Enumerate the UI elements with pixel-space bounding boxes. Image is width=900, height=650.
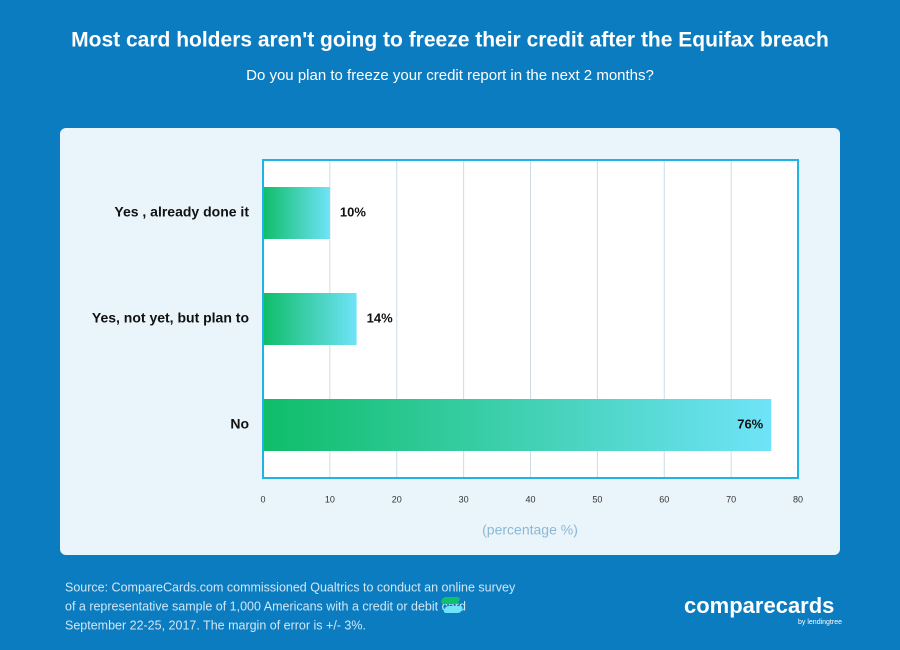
logo-by: by lendingtree	[798, 619, 842, 626]
source-line: Source: CompareCards.com commissioned Qu…	[65, 580, 516, 594]
x-tick-label: 80	[793, 494, 803, 504]
y-tick-label: Yes , already done it	[114, 204, 249, 220]
value-label: 76%	[737, 416, 763, 431]
source-line: September 22-25, 2017. The margin of err…	[65, 618, 366, 632]
logo-shape	[441, 597, 460, 604]
plot-border	[262, 159, 799, 479]
x-tick-label: 60	[659, 494, 669, 504]
x-tick-label: 40	[525, 494, 535, 504]
logo-text: comparecards	[684, 593, 834, 618]
bar	[263, 187, 330, 239]
chart-title: Most card holders aren't going to freeze…	[71, 29, 829, 52]
bar	[263, 293, 357, 345]
bar	[263, 399, 772, 451]
chart-subtitle: Do you plan to freeze your credit report…	[246, 67, 654, 84]
x-axis-label: (percentage %)	[482, 522, 578, 538]
logo-icon	[441, 597, 463, 613]
x-tick-label: 50	[592, 494, 602, 504]
source-line: of a representative sample of 1,000 Amer…	[65, 599, 466, 613]
logo-shape	[443, 606, 463, 613]
value-label: 10%	[340, 204, 366, 219]
y-tick-label: No	[230, 416, 249, 432]
x-tick-label: 20	[392, 494, 402, 504]
x-tick-label: 70	[726, 494, 736, 504]
x-tick-label: 0	[260, 494, 265, 504]
y-tick-label: Yes, not yet, but plan to	[92, 310, 249, 326]
x-tick-label: 30	[459, 494, 469, 504]
x-tick-label: 10	[325, 494, 335, 504]
value-label: 14%	[367, 310, 393, 325]
